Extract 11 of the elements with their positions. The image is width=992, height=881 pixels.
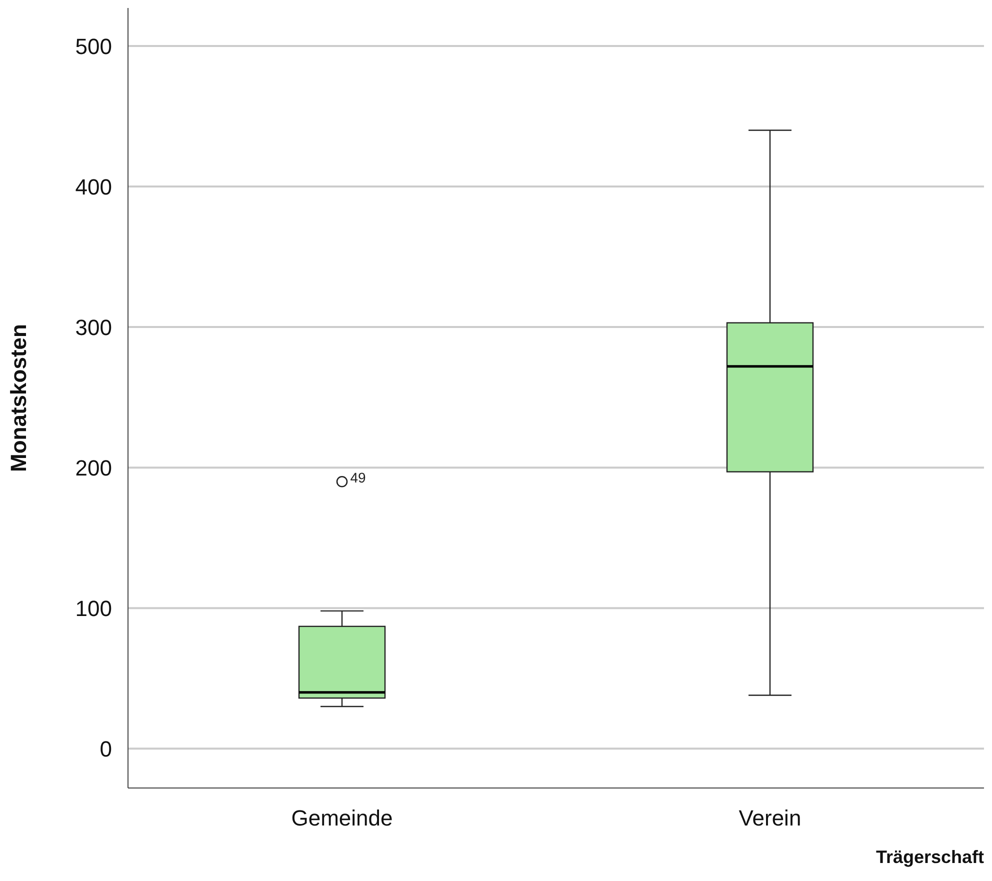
y-tick-label: 300 (75, 314, 112, 340)
x-axis-title: Trägerschaft (876, 847, 984, 867)
y-axis-title: Monatskosten (6, 324, 31, 472)
y-tick-label: 500 (75, 34, 112, 59)
x-tick-label: Gemeinde (291, 806, 393, 831)
y-tick-label: 400 (75, 174, 112, 200)
x-tick-label: Verein (738, 806, 802, 831)
y-tick-label: 200 (75, 455, 112, 480)
y-tick-label: 0 (100, 736, 112, 762)
annotation: 49 (350, 470, 366, 486)
y-tick-label: 100 (75, 596, 112, 621)
